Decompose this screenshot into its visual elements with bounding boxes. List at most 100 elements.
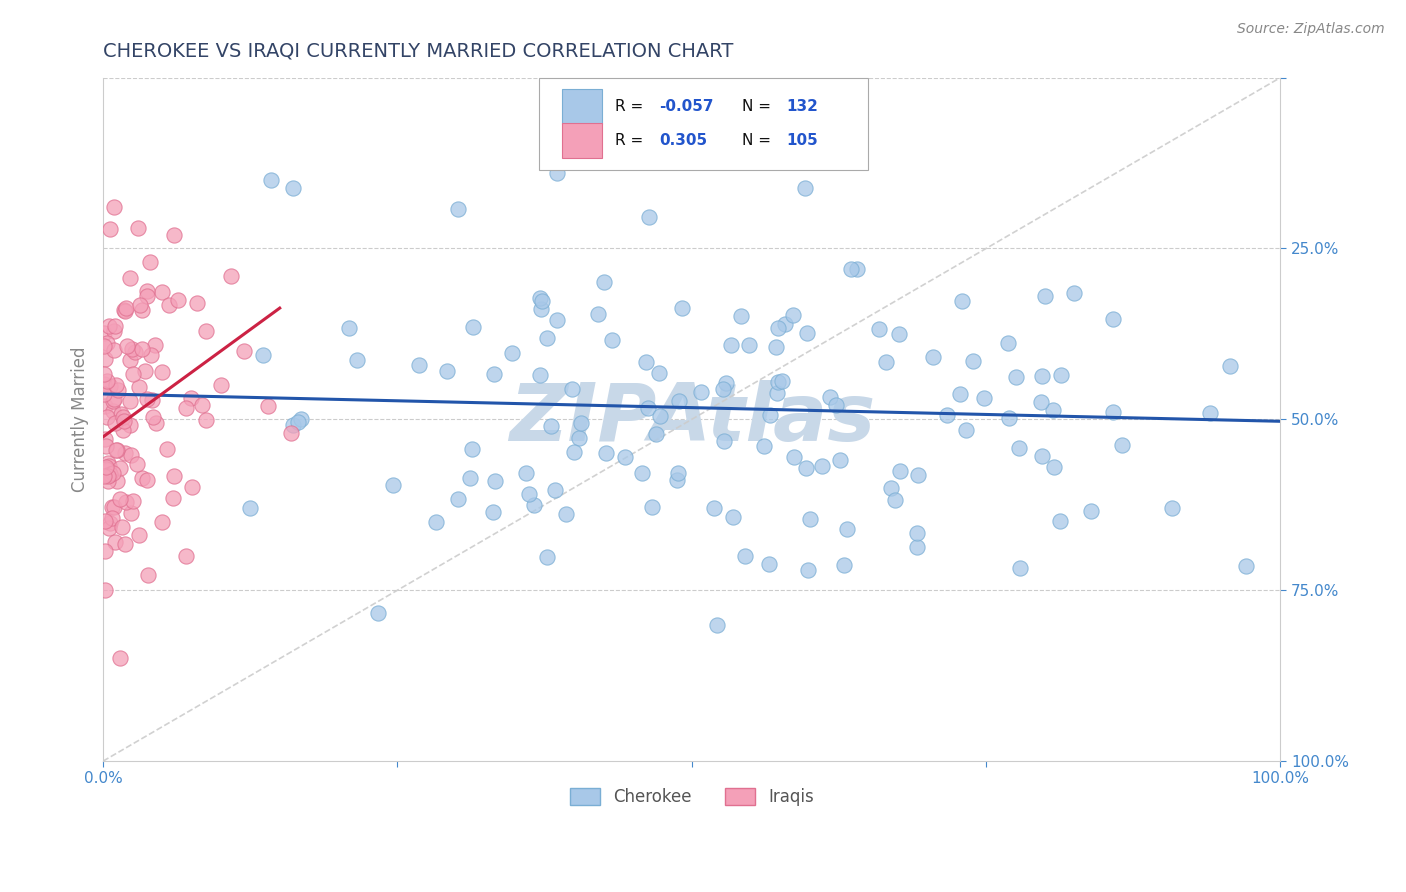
Y-axis label: Currently Married: Currently Married — [72, 347, 89, 492]
Point — [135, 473, 157, 487]
Point — [112, 423, 135, 437]
Point — [191, 398, 214, 412]
Point — [101, 500, 124, 514]
Point — [98, 467, 121, 482]
Text: 132: 132 — [786, 99, 818, 114]
Point — [94, 440, 117, 454]
Point — [561, 382, 583, 396]
Point — [156, 442, 179, 456]
Point — [907, 468, 929, 483]
Text: N =: N = — [742, 133, 776, 148]
Point — [139, 255, 162, 269]
Point — [1031, 394, 1053, 409]
Point — [706, 618, 728, 632]
Point — [734, 549, 756, 563]
Point — [529, 291, 551, 305]
Point — [818, 390, 841, 404]
Point — [905, 540, 928, 554]
Point — [1101, 405, 1123, 419]
Point — [117, 339, 139, 353]
Point — [600, 334, 623, 348]
Point — [758, 557, 780, 571]
Point — [162, 491, 184, 505]
Point — [367, 606, 389, 620]
Text: -0.057: -0.057 — [659, 99, 713, 114]
Point — [637, 211, 659, 225]
Point — [766, 375, 789, 389]
Point — [997, 336, 1019, 351]
Point — [794, 460, 817, 475]
Point — [125, 458, 148, 472]
Point — [96, 336, 118, 351]
Point — [105, 443, 128, 458]
Point — [98, 458, 121, 473]
Text: N =: N = — [742, 99, 776, 114]
Text: 0.305: 0.305 — [659, 133, 707, 148]
Point — [281, 418, 304, 433]
Point — [997, 411, 1019, 425]
Point — [93, 583, 115, 598]
FancyBboxPatch shape — [538, 78, 869, 169]
Point — [425, 515, 447, 529]
Point — [290, 411, 312, 425]
Text: Source: ZipAtlas.com: Source: ZipAtlas.com — [1237, 22, 1385, 37]
Point — [772, 136, 794, 151]
Point — [586, 307, 609, 321]
Point — [648, 409, 671, 424]
Point — [104, 534, 127, 549]
Point — [636, 355, 658, 369]
Point — [665, 473, 688, 487]
Point — [614, 450, 637, 465]
Point — [770, 374, 793, 388]
Point — [1043, 459, 1066, 474]
Point — [115, 494, 138, 508]
Text: CHEROKEE VS IRAQI CURRENTLY MARRIED CORRELATION CHART: CHEROKEE VS IRAQI CURRENTLY MARRIED CORR… — [103, 42, 734, 61]
Point — [1033, 289, 1056, 303]
Point — [93, 326, 115, 340]
Point — [139, 348, 162, 362]
Point — [94, 352, 117, 367]
Point — [711, 382, 734, 396]
Point — [950, 293, 973, 308]
Point — [447, 202, 470, 216]
Point — [108, 461, 131, 475]
Point — [1049, 514, 1071, 528]
Point — [103, 200, 125, 214]
Point — [461, 319, 484, 334]
Point — [103, 343, 125, 358]
Point — [105, 475, 128, 489]
Point — [544, 483, 567, 498]
Point — [645, 427, 668, 442]
Point — [793, 180, 815, 194]
Point — [949, 386, 972, 401]
Point — [875, 355, 897, 369]
Point — [536, 549, 558, 564]
Point — [837, 522, 859, 536]
Point — [98, 516, 121, 531]
Point — [1219, 359, 1241, 373]
Point — [110, 407, 132, 421]
Point — [884, 492, 907, 507]
Point — [830, 453, 852, 467]
Point — [1236, 558, 1258, 573]
Point — [115, 301, 138, 315]
Point — [150, 365, 173, 379]
Point — [122, 368, 145, 382]
Point — [905, 525, 928, 540]
Point — [554, 507, 576, 521]
Point — [782, 309, 804, 323]
Point — [796, 563, 818, 577]
Point — [131, 470, 153, 484]
Point — [112, 410, 135, 425]
Point — [135, 284, 157, 298]
Point — [121, 343, 143, 357]
Point — [112, 302, 135, 317]
Point — [93, 386, 115, 401]
Point — [131, 342, 153, 356]
Point — [93, 376, 115, 391]
Point — [98, 319, 121, 334]
Point — [180, 480, 202, 494]
Point — [167, 293, 190, 307]
Point — [108, 491, 131, 506]
Point — [118, 271, 141, 285]
